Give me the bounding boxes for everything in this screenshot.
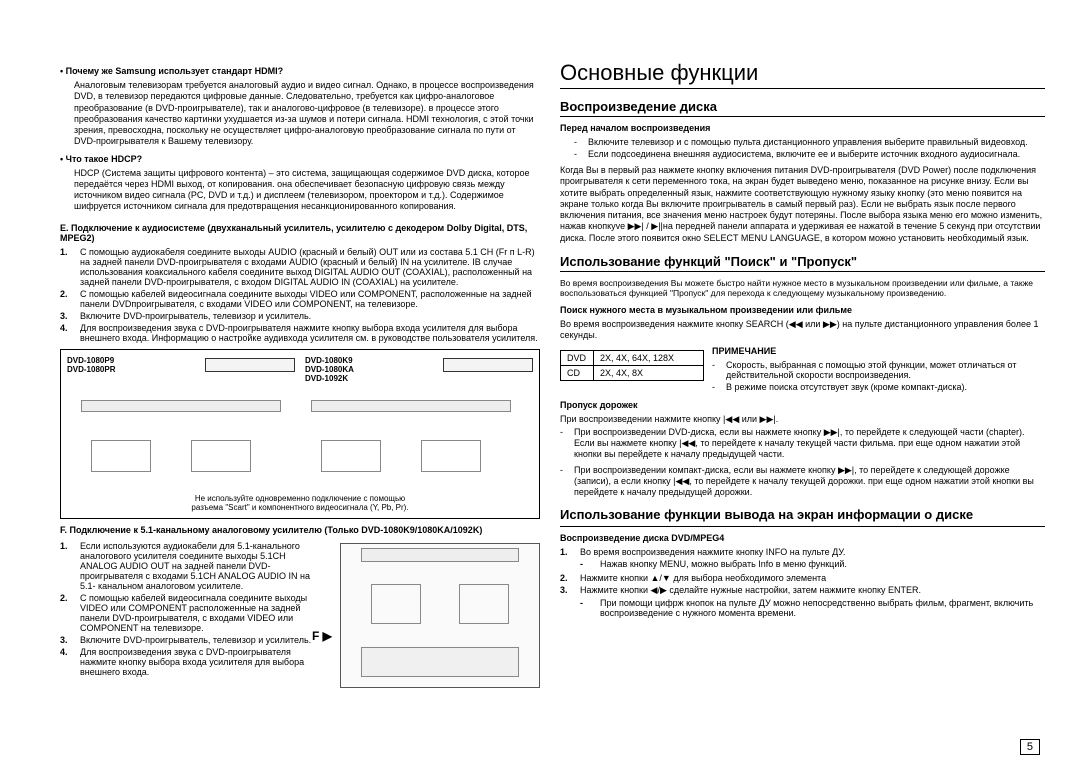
sec3-title: Использование функции вывода на экран ин… [560,507,1045,527]
page-number: 5 [1020,739,1040,755]
skip-bullet-1: -При воспроизведении DVD-диска, если вы … [560,427,1045,459]
diagram-caption: Не используйте одновременно подключение … [61,494,539,512]
f-step-1: 1. Если используются аудиокабели для 5.1… [60,541,322,591]
hdmi-q-body: Аналоговым телевизорам требуется аналого… [60,80,540,148]
sec3-step-1: 1. Во время воспроизведения нажмите кноп… [560,547,1045,571]
e-step-4: 4. Для воспроизведения звука с DVD-проиг… [60,323,540,343]
e-step-2: 2. С помощью кабелей видеосигнала соедин… [60,289,540,309]
f-step-4: 4. Для воспроизведения звука с DVD-проиг… [60,647,322,677]
section-f-title: F. Подключение к 5.1-канальному аналогов… [60,525,540,535]
sec2-p1: Во время воспроизведения нажмите кнопку … [560,319,1045,342]
skip-bullet-2: -При воспроизведении компакт-диска, если… [560,465,1045,497]
e-step-1: 1. С помощью аудиокабеля соедините выход… [60,247,540,287]
small-diagram [340,543,540,688]
sec1-bullet-1: -Включите телевизор и с помощью пульта д… [560,137,1045,147]
speed-table: DVD 2X, 4X, 64X, 128X CD 2X, 4X, 8X [560,350,704,381]
skip-p1: При воспроизведении нажмите кнопку |◀◀ и… [560,414,1045,425]
sec2-title: Использование функций "Поиск" и "Пропуск… [560,254,1045,272]
sec3-step-2: 2. Нажмите кнопки ▲/▼ для выбора необход… [560,573,1045,583]
sec2-sub1: Поиск нужного места в музыкальном произв… [560,305,1045,315]
f-label: F ▶ [312,629,332,643]
f-step-2: 2. С помощью кабелей видеосигнала соедин… [60,593,322,633]
right-column: Основные функции Воспроизведение диска П… [560,60,1045,692]
section-e-title: E. Подключение к аудиосистеме (двухканал… [60,223,540,243]
sec1-title: Воспроизведение диска [560,99,1045,117]
hdcp-q-body: HDCP (Система защиты цифрового контента)… [60,168,540,213]
left-column: • Почему же Samsung использует стандарт … [60,60,540,692]
sec1-paragraph: Когда Вы в первый раз нажмете кнопку вкл… [560,165,1045,244]
hdmi-q-title: • Почему же Samsung использует стандарт … [60,66,540,76]
main-title: Основные функции [560,60,1045,89]
sec3-step-3: 3. Нажмите кнопки ◀/▶ сделайте нужные на… [560,585,1045,620]
sec2-intro: Во время воспроизведения Вы можете быстр… [560,278,1045,299]
e-step-3: 3. Включите DVD-проигрыватель, телевизор… [60,311,540,321]
sec3-sub: Воспроизведение диска DVD/MPEG4 [560,533,1045,543]
skip-title: Пропуск дорожек [560,400,1045,410]
connection-diagram: DVD-1080P9 DVD-1080PR DVD-1080K9 DVD-108… [60,349,540,519]
sec1-sub: Перед началом воспроизведения [560,123,1045,133]
sec1-bullet-2: -Если подсоединена внешняя аудиосистема,… [560,149,1045,159]
f-step-3: 3. Включите DVD-проигрыватель, телевизор… [60,635,322,645]
hdcp-q-title: • Что такое HDCP? [60,154,540,164]
note-block: ПРИМЕЧАНИЕ -Скорость, выбранная с помощь… [712,346,1045,394]
